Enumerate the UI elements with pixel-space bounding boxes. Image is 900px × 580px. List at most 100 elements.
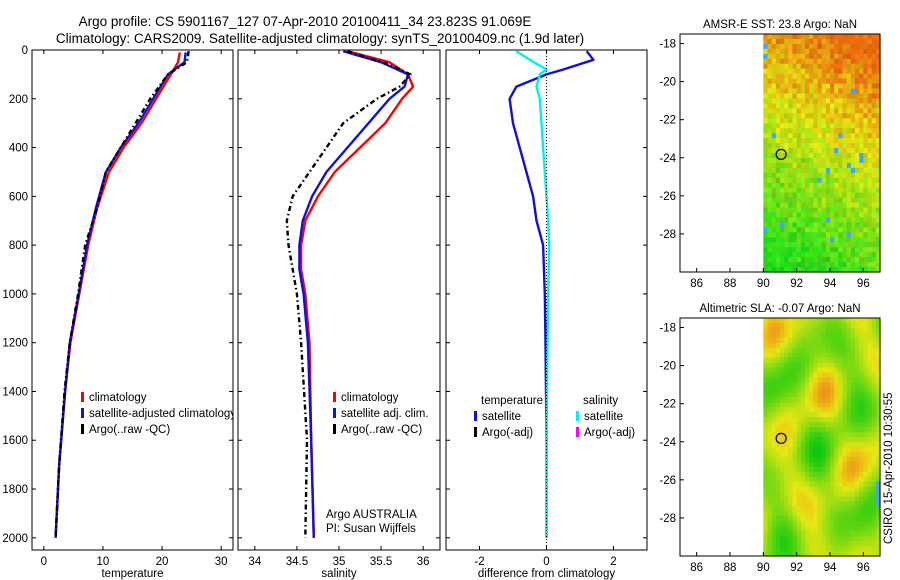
title-line-1: Argo profile: CS 5901167_127 07-Apr-2010… xyxy=(79,14,532,29)
legend-label: satellite adj. clim. xyxy=(341,408,429,420)
legend-label: climatology xyxy=(341,392,399,404)
y-tick-label: 1800 xyxy=(2,484,28,496)
x-tick-label: 30 xyxy=(215,556,228,568)
y-tick-label: -18 xyxy=(659,323,676,335)
legend-swatch xyxy=(81,408,84,418)
x-tick-label: 35.5 xyxy=(370,556,392,568)
salinity-series-satellite xyxy=(298,50,410,538)
x-tick-label: 35 xyxy=(333,556,346,568)
legend-swatch xyxy=(333,408,336,418)
y-tick-label: 2000 xyxy=(2,533,28,545)
x-tick-label: 86 xyxy=(690,562,703,574)
x-tick-label: 92 xyxy=(790,562,803,574)
y-tick-label: -24 xyxy=(659,153,676,165)
x-tick-label: 88 xyxy=(724,562,737,574)
argo-position-marker xyxy=(775,148,787,160)
legend-label: satellite-adjusted climatology xyxy=(89,408,236,420)
x-tick-label: 90 xyxy=(757,278,770,290)
x-tick-label: 96 xyxy=(857,278,870,290)
x-tick-label: 94 xyxy=(824,278,837,290)
x-tick-label: 0 xyxy=(543,556,549,568)
argo-country-label: Argo AUSTRALIA xyxy=(326,509,417,521)
legend-swatch xyxy=(576,427,579,437)
legend-swatch xyxy=(474,411,477,421)
salinity-series-argo xyxy=(285,50,412,538)
y-tick-label: 0 xyxy=(22,45,28,57)
difference-series-temperature-satellite xyxy=(508,50,595,538)
y-tick-label: 1200 xyxy=(2,338,28,350)
x-tick-label: 92 xyxy=(790,278,803,290)
y-tick-label: 1000 xyxy=(2,289,28,301)
y-tick-label: 200 xyxy=(9,94,28,106)
temperature-series-argo xyxy=(54,51,190,538)
y-tick-label: -20 xyxy=(659,361,676,373)
sst_map-title: AMSR-E SST: 23.8 Argo: NaN xyxy=(703,19,857,31)
y-tick-label: -28 xyxy=(659,513,676,525)
legend-swatch xyxy=(474,427,477,437)
x-tick-label: 86 xyxy=(690,278,703,290)
legend-swatch xyxy=(333,424,336,434)
sla_map-panel: Altimetric SLA: -0.07 Argo: NaN 86 88 90 92 9… xyxy=(659,303,881,574)
legend-swatch xyxy=(576,411,579,421)
x-tick-label: 2 xyxy=(610,556,616,568)
y-tick-label: 600 xyxy=(9,191,28,203)
sla_map-title: Altimetric SLA: -0.07 Argo: NaN xyxy=(699,303,860,315)
salinity-series-climatology xyxy=(299,50,415,538)
legend-label: satellite xyxy=(482,411,521,423)
argo-position-marker xyxy=(775,432,787,444)
legend-swatch xyxy=(81,392,84,402)
y-tick-label: 1400 xyxy=(2,386,28,398)
x-tick-label: 36 xyxy=(417,556,430,568)
legend-swatch xyxy=(81,424,84,434)
temperature-series-climatology xyxy=(54,52,181,538)
x-tick-label: 96 xyxy=(857,562,870,574)
x-tick-label: 94 xyxy=(824,562,837,574)
x-tick-label: 88 xyxy=(724,278,737,290)
sla_map-field xyxy=(763,318,881,557)
panels: 0 10 20 30temperature0200400600800100012001… xyxy=(2,19,881,580)
legend-label: Argo(..raw -QC) xyxy=(89,424,170,436)
x-tick-label: 10 xyxy=(97,556,110,568)
salinity-panel: 34 34.5 35 35.5 36 salinity climatology satelli… xyxy=(237,49,441,580)
side-timestamp-label: CSIRO 15-Apr-2010 10:30:55 xyxy=(883,392,895,544)
y-tick-label: -20 xyxy=(659,77,676,89)
x-tick-label: 0 xyxy=(41,556,47,568)
temperature-series-satellite xyxy=(54,52,187,538)
x-tick-label: 34.5 xyxy=(286,556,308,568)
legend-label: Argo(..raw -QC) xyxy=(341,424,422,436)
y-tick-label: -18 xyxy=(659,39,676,51)
argo-pi-label: PI: Susan Wijffels xyxy=(326,523,416,535)
title-line-2: Climatology: CARS2009. Satellite-adjuste… xyxy=(56,31,584,46)
legend-temperature-heading: temperature xyxy=(481,395,543,407)
temperature-xlabel: temperature xyxy=(101,568,163,580)
y-tick-label: -22 xyxy=(659,115,676,127)
y-tick-label: -24 xyxy=(659,437,676,449)
sst_map-panel: AMSR-E SST: 23.8 Argo: NaN 86 88 90 92 94 96 -1… xyxy=(659,19,881,290)
x-tick-label: 20 xyxy=(156,556,169,568)
y-tick-label: -26 xyxy=(659,475,676,487)
difference-xlabel: difference from climatology xyxy=(478,568,615,580)
legend-salinity-heading: salinity xyxy=(583,395,618,407)
sla_map-axes-frame xyxy=(679,317,881,557)
y-tick-label: -22 xyxy=(659,399,676,411)
x-tick-label: -2 xyxy=(474,556,484,568)
legend-label: satellite xyxy=(584,411,623,423)
legend-label: Argo(-adj) xyxy=(584,427,635,439)
sst_map-field xyxy=(763,34,881,273)
legend-swatch xyxy=(333,392,336,402)
temperature-panel: 0 10 20 30 temperature 0 200 400 600 800 1000 1200 1… xyxy=(2,45,236,580)
y-tick-label: 800 xyxy=(9,240,28,252)
legend-label: Argo(-adj) xyxy=(482,427,533,439)
salinity-xlabel: salinity xyxy=(321,568,356,580)
y-tick-label: 1600 xyxy=(2,435,28,447)
x-tick-label: 34 xyxy=(248,556,261,568)
sst_map-axes-frame xyxy=(679,33,881,273)
y-tick-label: -26 xyxy=(659,191,676,203)
legend-label: climatology xyxy=(89,392,147,404)
x-tick-label: 90 xyxy=(757,562,770,574)
difference-series-salinity-satellite xyxy=(515,50,551,538)
y-tick-label: 400 xyxy=(9,143,28,155)
temperature-axes-frame xyxy=(31,49,234,551)
